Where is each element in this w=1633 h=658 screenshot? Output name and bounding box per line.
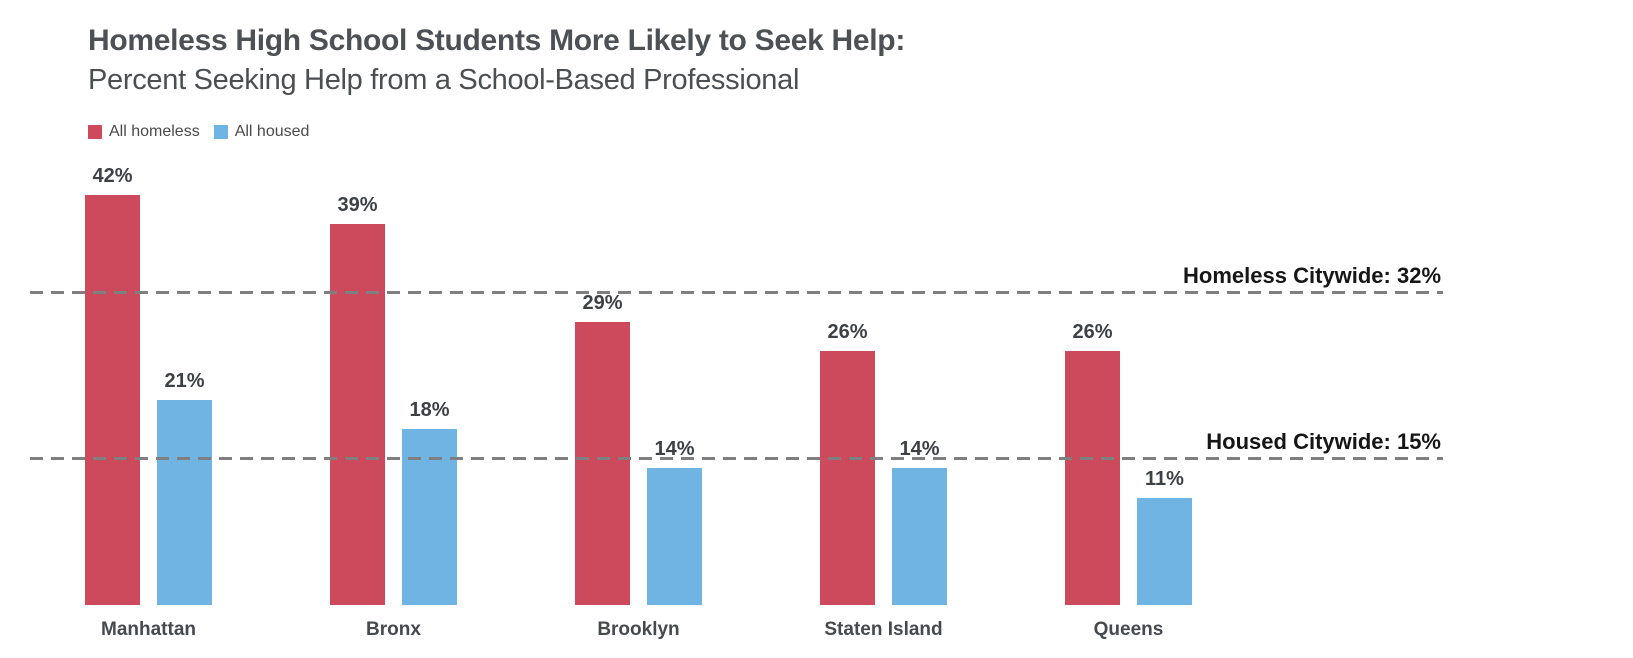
bar-all-homeless-staten-island (820, 351, 875, 605)
chart-title: Homeless High School Students More Likel… (88, 24, 906, 57)
legend-label: All homeless (109, 123, 200, 140)
bar-value-label-all-homeless-staten-island: 26% (827, 321, 868, 343)
bar-all-homeless-brooklyn (575, 322, 630, 605)
chart-subtitle: Percent Seeking Help from a School-Based… (88, 64, 800, 96)
bar-value-label-all-homeless-brooklyn: 29% (582, 292, 623, 314)
reference-line-label-homeless-citywide: Homeless Citywide: 32% (1183, 263, 1441, 288)
legend-label: All housed (234, 123, 310, 140)
legend-swatch-icon (213, 125, 228, 139)
category-label-queens: Queens (1093, 619, 1164, 640)
bar-value-label-all-housed-staten-island: 14% (899, 438, 940, 460)
legend-item-all-housed: All housed (213, 123, 310, 141)
bar-value-label-all-homeless-bronx: 39% (337, 194, 378, 216)
bar-all-homeless-manhattan (85, 195, 140, 605)
category-label-brooklyn: Brooklyn (597, 619, 680, 640)
reference-line-label-housed-citywide: Housed Citywide: 15% (1206, 429, 1441, 454)
bar-all-housed-staten-island (892, 468, 947, 605)
bar-value-label-all-housed-brooklyn: 14% (654, 438, 695, 460)
bar-value-label-all-homeless-queens: 26% (1072, 321, 1113, 343)
bar-value-label-all-housed-manhattan: 21% (164, 370, 205, 392)
bar-all-housed-queens (1137, 498, 1192, 605)
bar-all-housed-bronx (402, 429, 457, 605)
bar-all-homeless-bronx (330, 224, 385, 605)
category-label-manhattan: Manhattan (101, 619, 196, 640)
legend-item-all-homeless: All homeless (88, 123, 200, 141)
bar-all-housed-brooklyn (647, 468, 702, 605)
bar-all-housed-manhattan (157, 400, 212, 605)
legend-swatch-icon (88, 125, 102, 139)
category-label-bronx: Bronx (366, 619, 421, 640)
bar-value-label-all-housed-bronx: 18% (409, 399, 450, 421)
bar-all-homeless-queens (1065, 351, 1120, 605)
reference-line-housed-citywide (30, 457, 1443, 460)
bar-value-label-all-housed-queens: 11% (1145, 468, 1184, 490)
bar-value-label-all-homeless-manhattan: 42% (92, 165, 133, 187)
reference-line-homeless-citywide (30, 291, 1443, 294)
chart-legend: All homeless All housed (88, 123, 309, 141)
category-label-staten-island: Staten Island (824, 619, 943, 640)
